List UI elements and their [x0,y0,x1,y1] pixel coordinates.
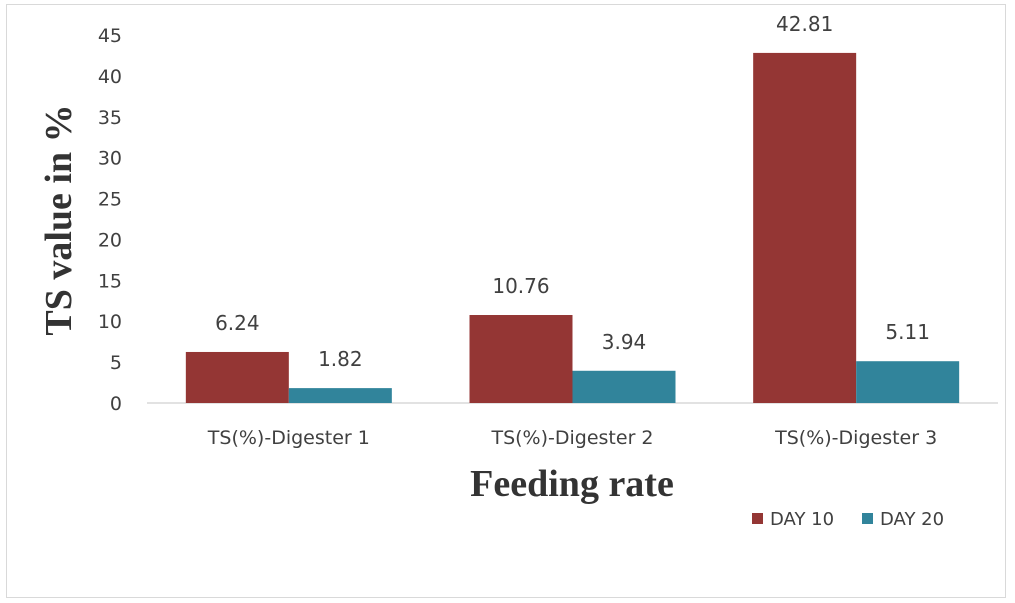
y-tick-label: 40 [98,66,122,88]
legend-swatch [862,513,873,524]
y-tick-label: 20 [98,229,122,251]
bar-day-20 [856,361,960,403]
x-tick-label: TS(%)-Digester 2 [490,427,653,449]
y-tick-label: 5 [110,352,122,374]
x-tick-label: TS(%)-Digester 1 [207,427,370,449]
y-tick-label: 45 [98,25,122,47]
data-label: 42.81 [776,12,833,36]
bar-day-20 [572,370,676,403]
data-label: 10.76 [492,274,549,298]
legend-label: DAY 20 [880,509,944,530]
data-label: 1.82 [318,347,363,371]
bars: 6.24 1.82 10.76 3.94 42.81 5.11 [185,12,960,403]
y-tick-label: 15 [98,270,122,292]
y-tick-label: 10 [98,311,122,333]
y-axis-title: TS value in % [38,104,80,335]
category-labels: TS(%)-Digester 1 TS(%)-Digester 2 TS(%)-Di… [207,427,937,449]
y-tick-label: 25 [98,189,122,211]
legend-label: DAY 10 [770,509,834,530]
legend: DAY 10 DAY 20 [752,509,944,530]
x-tick-label: TS(%)-Digester 3 [774,427,937,449]
data-label: 5.11 [885,320,930,344]
y-tick-label: 0 [110,393,122,415]
y-axis-ticks: 0 5 10 15 20 25 30 35 40 45 [98,25,122,415]
bar-day-20 [288,388,392,403]
bar-day-10 [469,315,573,403]
bar-day-10 [753,52,857,403]
data-label: 3.94 [602,330,647,354]
y-tick-label: 30 [98,148,122,170]
x-axis-title: Feeding rate [470,463,674,505]
legend-swatch [752,513,763,524]
bar-day-10 [185,351,289,403]
data-label: 6.24 [215,311,260,335]
y-tick-label: 35 [98,107,122,129]
